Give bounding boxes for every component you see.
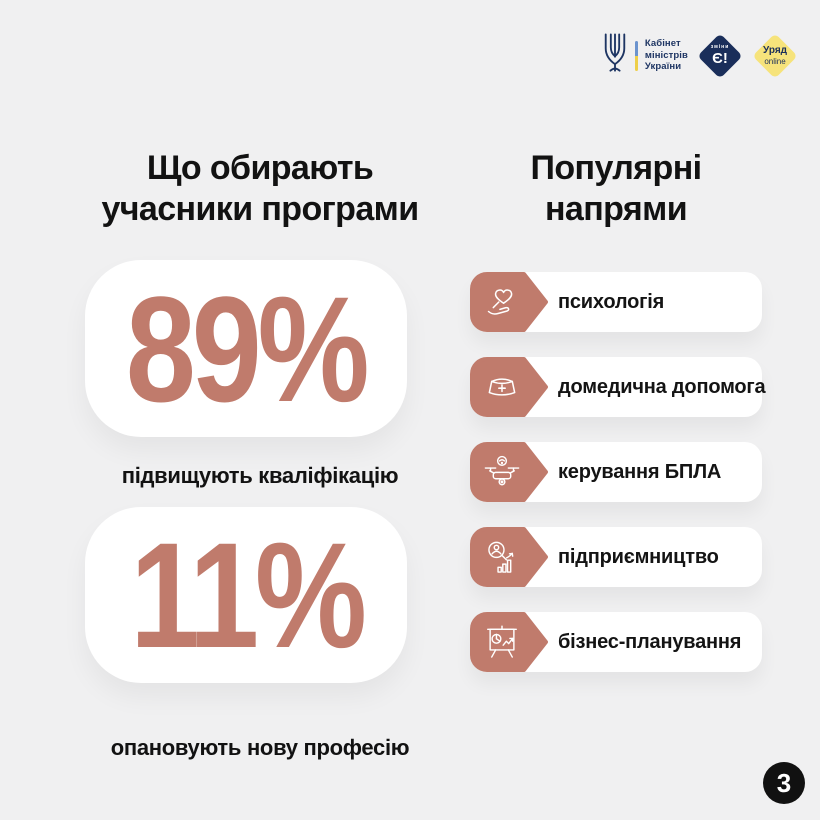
direction-item-business-planning: бізнес-планування xyxy=(470,612,762,672)
stat-caption-11: опановують нову професію xyxy=(110,735,410,760)
cabinet-label: Кабінет міністрів України xyxy=(644,38,688,73)
nurse-cap-icon xyxy=(488,378,516,396)
uryad-top-label: Уряд xyxy=(763,44,787,56)
stat-value-11: 11% xyxy=(129,511,367,679)
direction-label: керування БПЛА xyxy=(558,460,722,483)
direction-label: підприємництво xyxy=(558,545,719,568)
cabinet-of-ministers-logo: Кабінет міністрів України xyxy=(602,32,688,79)
stat-value-89: 89% xyxy=(126,264,370,433)
arrow-badge xyxy=(470,272,548,332)
uryad-bottom-label: online xyxy=(764,56,786,66)
uryad-online-logo: Уряд online xyxy=(752,32,798,79)
arrow-badge xyxy=(470,357,548,417)
right-column-heading: Популярні напрями xyxy=(530,149,703,229)
left-column-heading: Що обирають учасники програми xyxy=(101,149,419,229)
direction-label: психологія xyxy=(558,290,665,313)
zminy-main-label: Є! xyxy=(712,50,728,67)
stat-caption-89: підвищують кваліфікацію xyxy=(121,463,399,488)
ukraine-trident-icon xyxy=(602,32,628,79)
direction-label: бізнес-планування xyxy=(558,630,742,653)
flag-bar xyxy=(634,40,638,71)
direction-item-uav: керування БПЛА xyxy=(470,442,762,502)
direction-item-psychology: психологія xyxy=(470,272,762,332)
zminy-top-label: зміни xyxy=(710,44,730,50)
zminy-ye-logo: зміни Є! xyxy=(697,32,743,79)
stat-card-89: 89% xyxy=(85,260,407,437)
page-number-badge: 3 xyxy=(763,762,805,804)
drone-icon xyxy=(484,455,520,486)
presentation-board-icon xyxy=(487,625,517,658)
stat-card-11: 11% xyxy=(85,507,407,683)
direction-item-entrepreneurship: підприємництво xyxy=(470,527,762,587)
direction-item-first-aid: домедична допомога xyxy=(470,357,766,417)
brand-row: Кабінет міністрів України зміни Є! Уряд … xyxy=(602,32,798,79)
arrow-badge xyxy=(470,612,548,672)
magnifier-growth-icon xyxy=(488,541,514,573)
direction-label: домедична допомога xyxy=(558,375,766,398)
hand-heart-icon xyxy=(487,289,513,315)
